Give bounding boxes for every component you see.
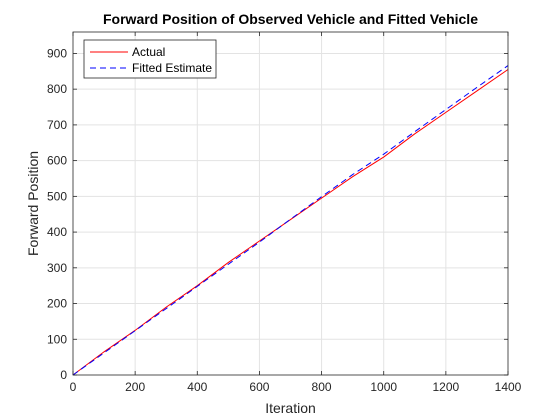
legend: Actual Fitted Estimate [83,39,217,79]
series-line-fitted-estimate [72,65,509,376]
plot-frame [72,31,509,376]
plot-area [73,32,508,375]
y-tick-label: 800 [47,82,67,96]
y-tick-label: 200 [47,297,67,311]
legend-label: Fitted Estimate [132,61,212,75]
y-tick-label: 900 [47,46,67,60]
grid-lines [73,32,508,375]
x-axis-label: Iteration [265,400,316,416]
axis-ticks [72,32,509,376]
x-tick-label: 600 [249,380,269,394]
x-tick-label: 800 [312,380,332,394]
x-tick-label: 200 [125,380,145,394]
legend-box [83,39,217,79]
x-tick-label: 1000 [370,380,397,394]
legend-label: Actual [132,45,165,59]
x-tick-label: 1400 [495,380,522,394]
y-tick-label: 300 [47,261,67,275]
x-tick-label: 0 [70,380,77,394]
y-tick-label: 700 [47,118,67,132]
series-lines [72,65,509,376]
y-tick-label: 100 [47,332,67,346]
chart-title: Forward Position of Observed Vehicle and… [103,11,478,27]
y-tick-label: 400 [47,225,67,239]
tick-labels: 0 200 400 600 800 1000 1200 1400 0 100 200 300 400 50… [47,46,522,394]
y-axis-label: Forward Position [25,151,41,256]
series-line-actual [72,69,509,376]
y-tick-label: 500 [47,189,67,203]
y-tick-label: 600 [47,154,67,168]
x-tick-label: 400 [187,380,207,394]
y-tick-label: 0 [60,368,67,382]
x-tick-label: 1200 [433,380,460,394]
